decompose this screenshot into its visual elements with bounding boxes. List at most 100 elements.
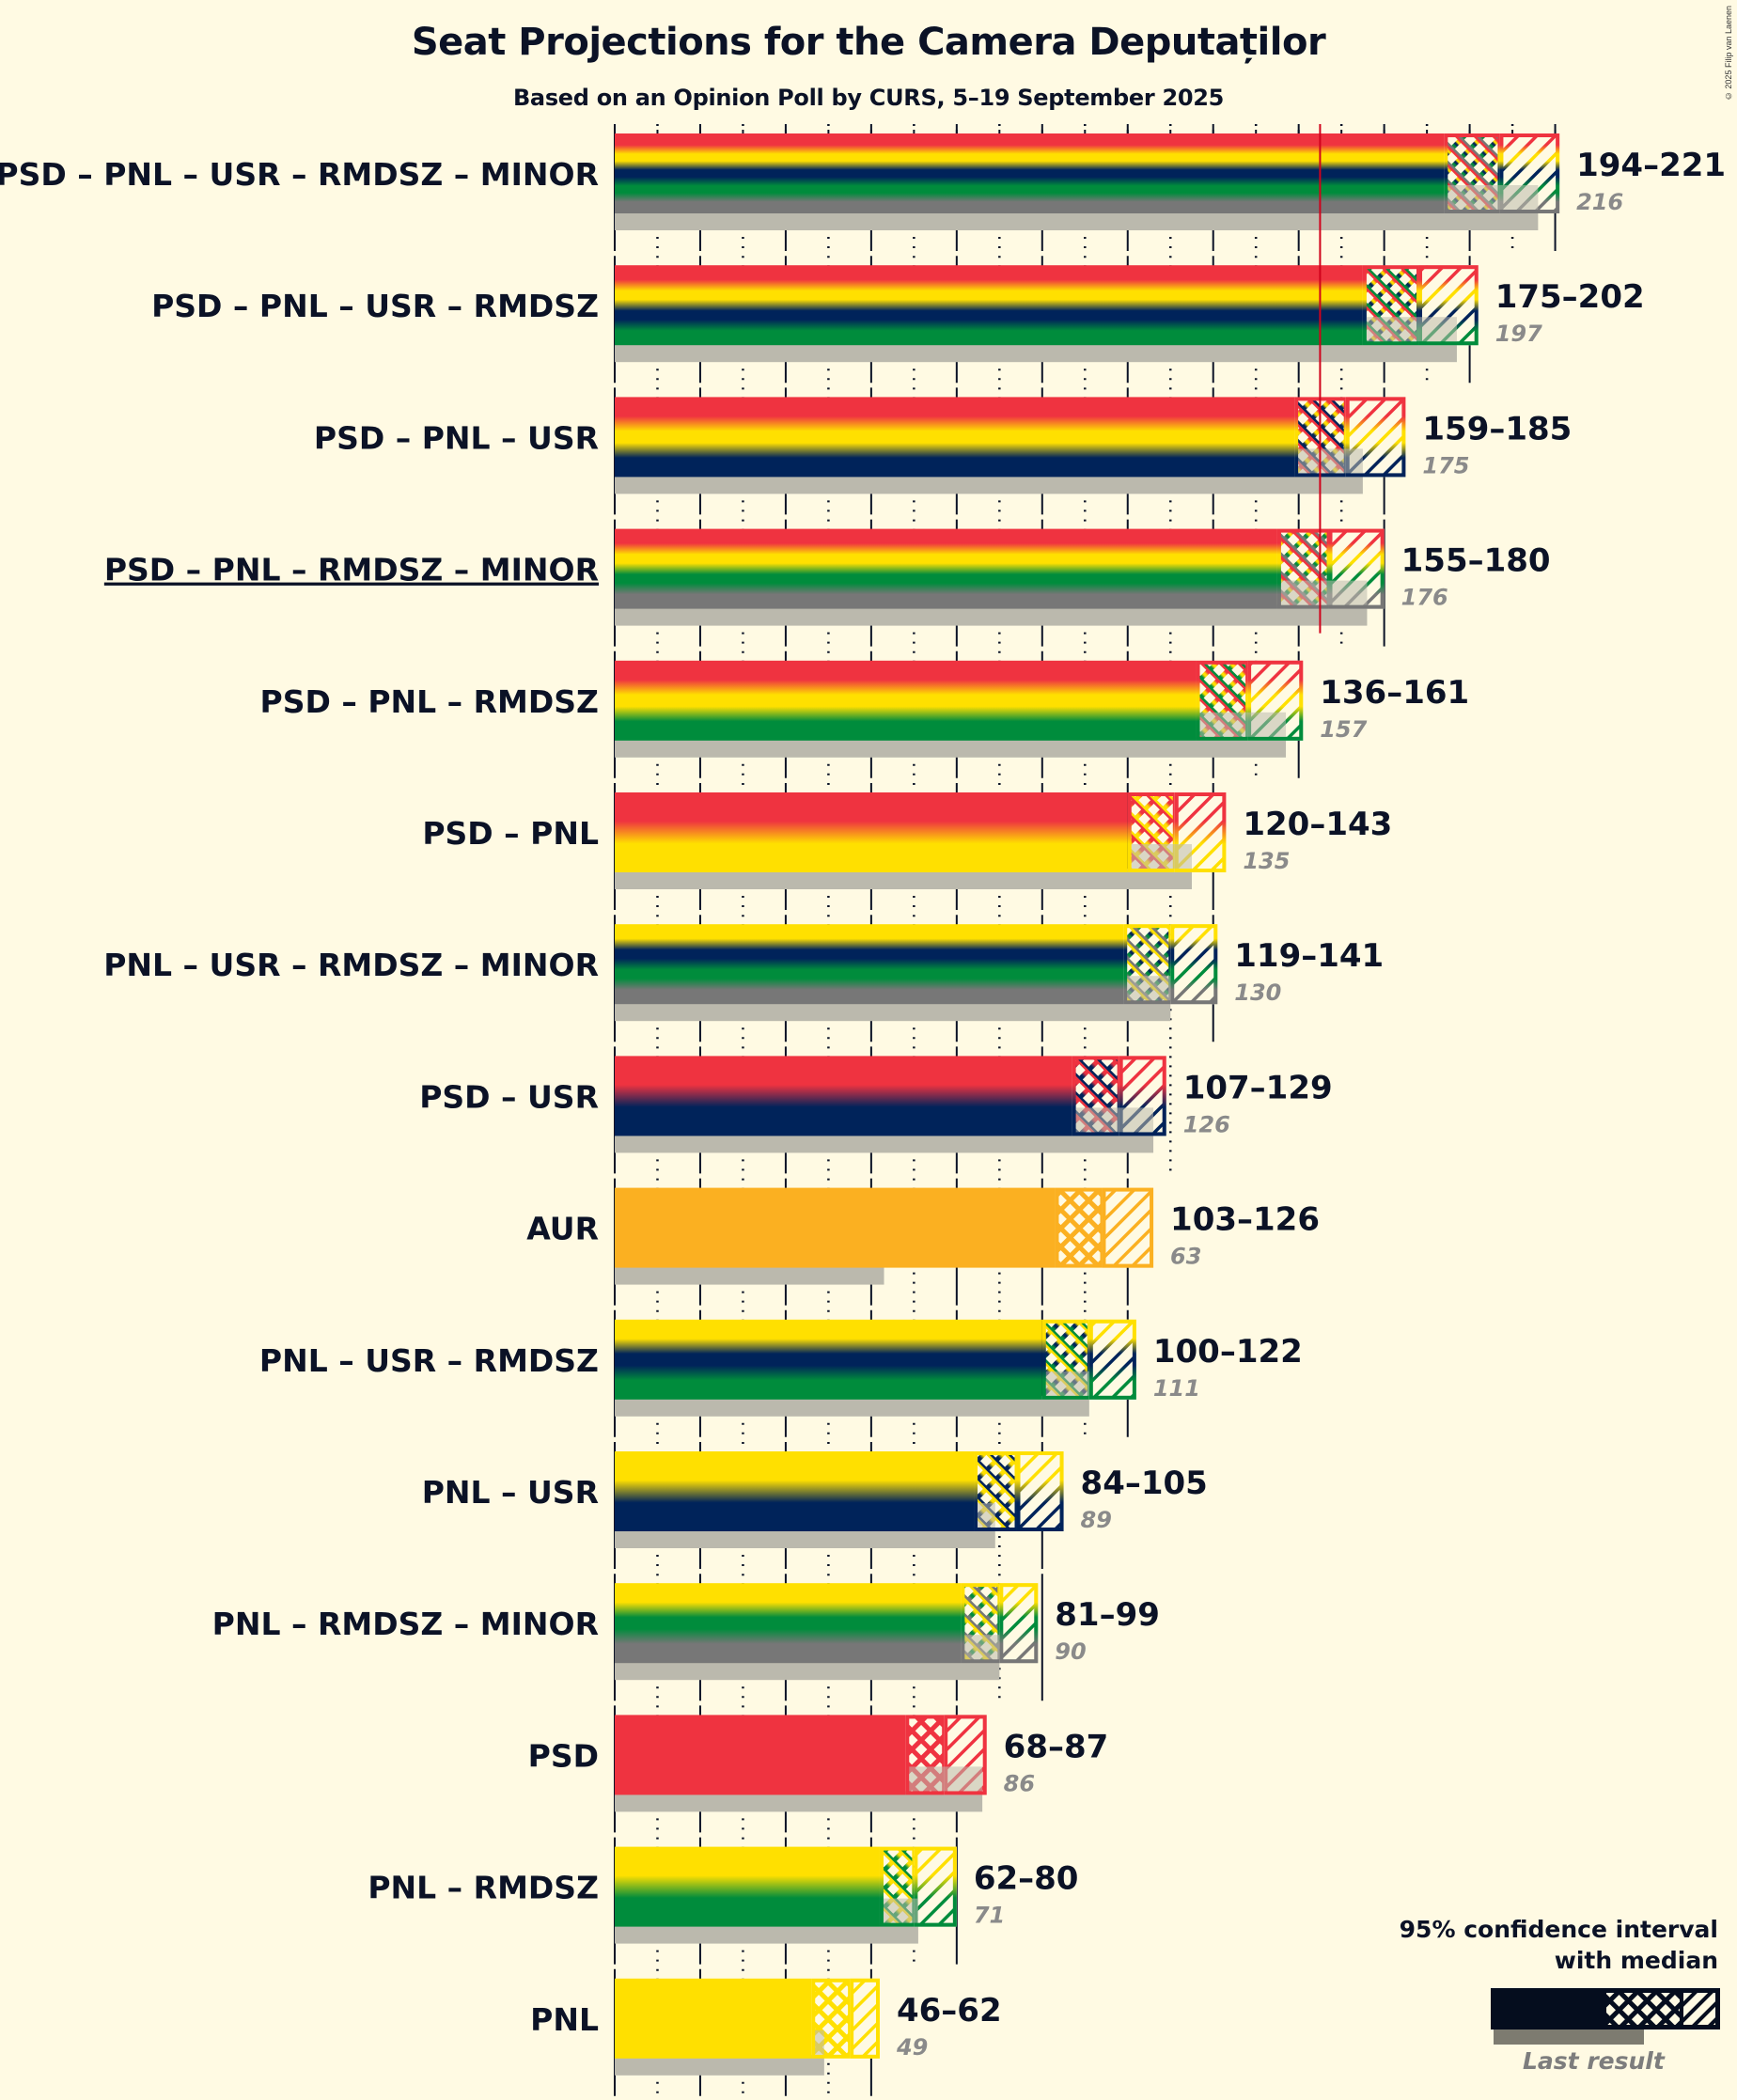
last-result-bar [615,1922,918,1944]
ci-solid-bar [615,1319,1042,1400]
last-result-bar [615,869,1192,889]
ci-lower-half-crosshatch [1058,1191,1101,1264]
coalition-row: PNL – RMDSZ 62–80 71 [368,1846,1079,1944]
row-label: PSD – PNL – USR – RMDSZ – MINOR [0,156,599,193]
ci-solid-bar [615,1583,962,1664]
last-result-label: 90 [1055,1638,1086,1665]
ci-solid-bar [615,1978,812,2059]
ci-range-label: 62–80 [974,1860,1079,1898]
last-result-label: 63 [1170,1244,1201,1270]
legend-diagonal-swatch [1683,1993,1715,2025]
ci-upper-half-diagonal [850,1978,880,2059]
ci-solid-bar [615,660,1197,741]
last-result-label: 130 [1234,979,1281,1006]
ci-solid-bar [615,1846,880,1927]
last-result-bar [615,473,1363,494]
last-result-bar [615,1263,884,1285]
last-result-overlay [964,1635,1000,1660]
legend-title-line1: 95% confidence interval [1399,1916,1718,1943]
last-result-label: 197 [1495,321,1542,347]
coalition-row: PNL 46–62 49 [530,1978,1002,2076]
legend-last-result-swatch [1494,2026,1644,2045]
row-label: PNL – USR – RMDSZ – MINOR [103,947,599,983]
last-result-label: 216 [1576,189,1623,215]
ci-solid-bar [615,397,1295,478]
last-result-bar [615,341,1457,363]
ci-solid-bar [615,1056,1072,1136]
chart-title: Seat Projections for the Camera Deputați… [411,21,1326,64]
ci-range-label: 46–62 [897,1992,1002,2029]
ci-solid-bar [615,133,1445,213]
last-result-bar [615,604,1368,626]
last-result-bar [615,1791,983,1812]
row-label: PNL – RMDSZ [368,1870,599,1906]
coalition-row: PSD – PNL – USR 159–185 175 [314,397,1572,494]
ci-upper-half-diagonal [999,1583,1039,1664]
row-label: PSD – PNL – USR [314,419,599,456]
last-result-label: 71 [974,1903,1005,1929]
last-result-overlay [1127,976,1171,1001]
coalition-row: PSD 68–87 86 [528,1715,1109,1812]
last-result-bar [615,1528,995,1548]
ci-range-label: 136–161 [1320,674,1469,712]
coalition-row: PNL – USR – RMDSZ – MINOR 119–141 130 [103,924,1384,1022]
last-result-overlay [909,1766,983,1792]
coalition-row: PSD – PNL – USR – RMDSZ – MINOR 194–221 21… [0,133,1726,230]
ci-upper-half-diagonal [1088,1319,1136,1400]
ci-range-label: 107–129 [1183,1069,1333,1106]
ci-upper-half-diagonal [1102,1187,1154,1268]
coalition-row: AUR 103–126 63 [526,1187,1320,1285]
last-result-overlay [1075,1107,1154,1133]
coalition-row: PSD – PNL – RMDSZ – MINOR 155–180 176 [104,528,1551,626]
ci-range-label: 68–87 [1004,1728,1109,1765]
last-result-overlay [815,2029,824,2055]
ci-range-label: 159–185 [1422,410,1572,447]
legend-ci-swatch [1491,1988,1720,2029]
last-result-label: 89 [1081,1507,1112,1533]
ci-range-label: 84–105 [1081,1465,1208,1502]
ci-range-label: 194–221 [1576,147,1726,184]
last-result-bar [615,1000,1171,1022]
row-label: PSD – USR [419,1078,599,1115]
coalition-row: PNL – USR 84–105 89 [422,1451,1208,1548]
row-label: PSD – PNL [422,815,599,852]
last-result-overlay [1298,448,1363,474]
ci-upper-half-diagonal [1170,924,1218,1005]
last-result-bar [615,1395,1089,1417]
legend-last-result-label: Last result [1523,2047,1665,2075]
row-label: PSD [528,1737,599,1774]
legend-title: 95% confidence interval with median [1400,1914,1718,1976]
legend-title-line2: with median [1554,1947,1718,1974]
ci-range-label: 120–143 [1243,806,1392,843]
last-result-label: 175 [1422,452,1469,478]
last-result-bar [615,1659,1000,1681]
ci-range-label: 155–180 [1401,542,1551,580]
coalition-row: PNL – RMDSZ – MINOR 81–99 90 [212,1583,1160,1681]
last-result-overlay [1199,712,1287,737]
row-label: AUR [526,1211,599,1247]
row-label: PNL – RMDSZ – MINOR [212,1606,599,1642]
legend-graphic [1491,1988,1720,2045]
last-result-overlay [1448,185,1539,210]
last-result-bar [615,1132,1154,1153]
row-label: PNL [530,2001,599,2038]
ci-upper-half-diagonal [1016,1451,1064,1531]
last-result-overlay [883,1898,918,1923]
ci-range-label: 81–99 [1055,1596,1160,1634]
row-label: PNL – USR [422,1474,599,1511]
last-result-label: 126 [1183,1111,1230,1137]
coalition-row: PSD – PNL – USR – RMDSZ 175–202 197 [151,265,1645,363]
coalition-row: PSD – PNL – RMDSZ 136–161 157 [260,660,1469,758]
last-result-label: 157 [1320,716,1367,743]
ci-range-label: 119–141 [1234,937,1384,975]
ci-range-label: 175–202 [1495,278,1645,316]
legend-crosshatch-swatch [1606,1993,1680,2025]
last-result-overlay [978,1503,995,1528]
row-label: PSD – PNL – RMDSZ [260,683,599,720]
ci-upper-half-diagonal [914,1846,957,1927]
row-label: PSD – PNL – RMDSZ – MINOR [104,552,599,588]
last-result-bar [615,2054,824,2076]
ci-solid-bar [615,1451,975,1531]
coalition-row: PNL – USR – RMDSZ 100–122 111 [259,1319,1303,1417]
